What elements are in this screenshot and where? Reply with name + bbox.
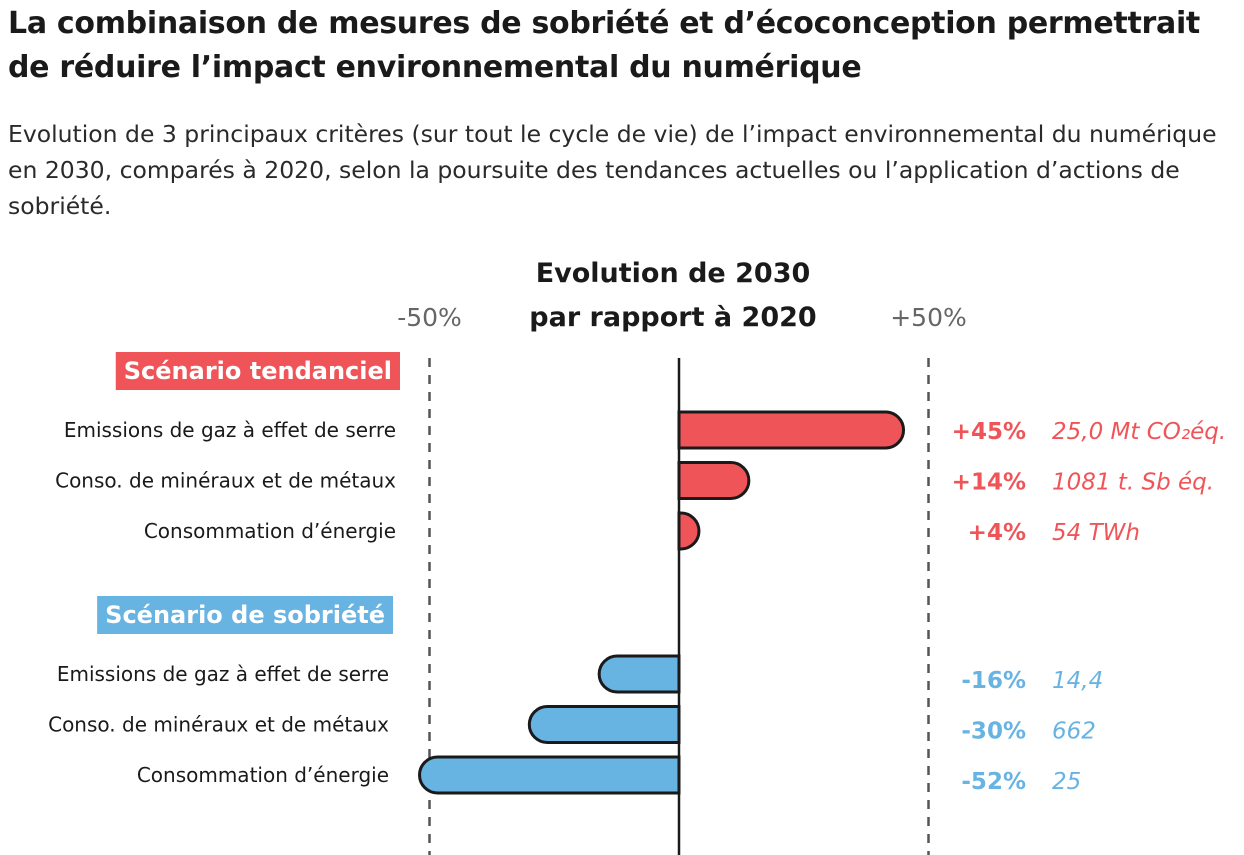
- absolute-value-label: 25: [1052, 769, 1081, 795]
- value-label: +4%: [968, 520, 1026, 546]
- category-label: Emissions de gaz à effet de serre: [64, 418, 396, 442]
- axis-title: par rapport à 2020: [529, 302, 816, 333]
- bar: [597, 654, 681, 694]
- value-label: +14%: [952, 470, 1026, 496]
- chart-title: La combinaison de mesures de sobriété et…: [8, 6, 1200, 85]
- scenario-badge: [115, 352, 400, 390]
- scenario-label: Scénario de sobriété: [105, 601, 385, 629]
- absolute-value-label: 25,0 Mt CO₂éq.: [1052, 419, 1226, 445]
- absolute-value-label: 662: [1052, 719, 1096, 745]
- tick-label: +50%: [890, 303, 967, 332]
- category-label: Emissions de gaz à effet de serre: [57, 662, 389, 686]
- absolute-value-label: 14,4: [1052, 668, 1103, 694]
- axis-title: Evolution de 2030: [536, 258, 811, 289]
- absolute-value-label: 54 TWh: [1052, 520, 1140, 546]
- bar: [677, 511, 701, 551]
- absolute-value-label: 1081 t. Sb éq.: [1052, 470, 1214, 496]
- category-label: Conso. de minéraux et de métaux: [55, 469, 396, 493]
- value-label: +45%: [952, 419, 1026, 445]
- bar: [527, 705, 681, 744]
- category-label: Conso. de minéraux et de métaux: [48, 713, 389, 737]
- bar: [677, 461, 751, 500]
- bar: [418, 755, 681, 795]
- scenario-badge: [97, 596, 393, 634]
- bar: [677, 410, 906, 450]
- scenario-label: Scénario tendanciel: [124, 357, 392, 385]
- tick-label: -50%: [397, 303, 462, 332]
- category-label: Consommation d’énergie: [137, 763, 389, 787]
- value-label: -30%: [961, 719, 1026, 745]
- value-label: -52%: [961, 769, 1026, 795]
- value-label: -16%: [961, 668, 1026, 694]
- chart-subtitle: Evolution de 3 principaux critères (sur …: [8, 120, 1217, 220]
- category-label: Consommation d’énergie: [144, 519, 396, 543]
